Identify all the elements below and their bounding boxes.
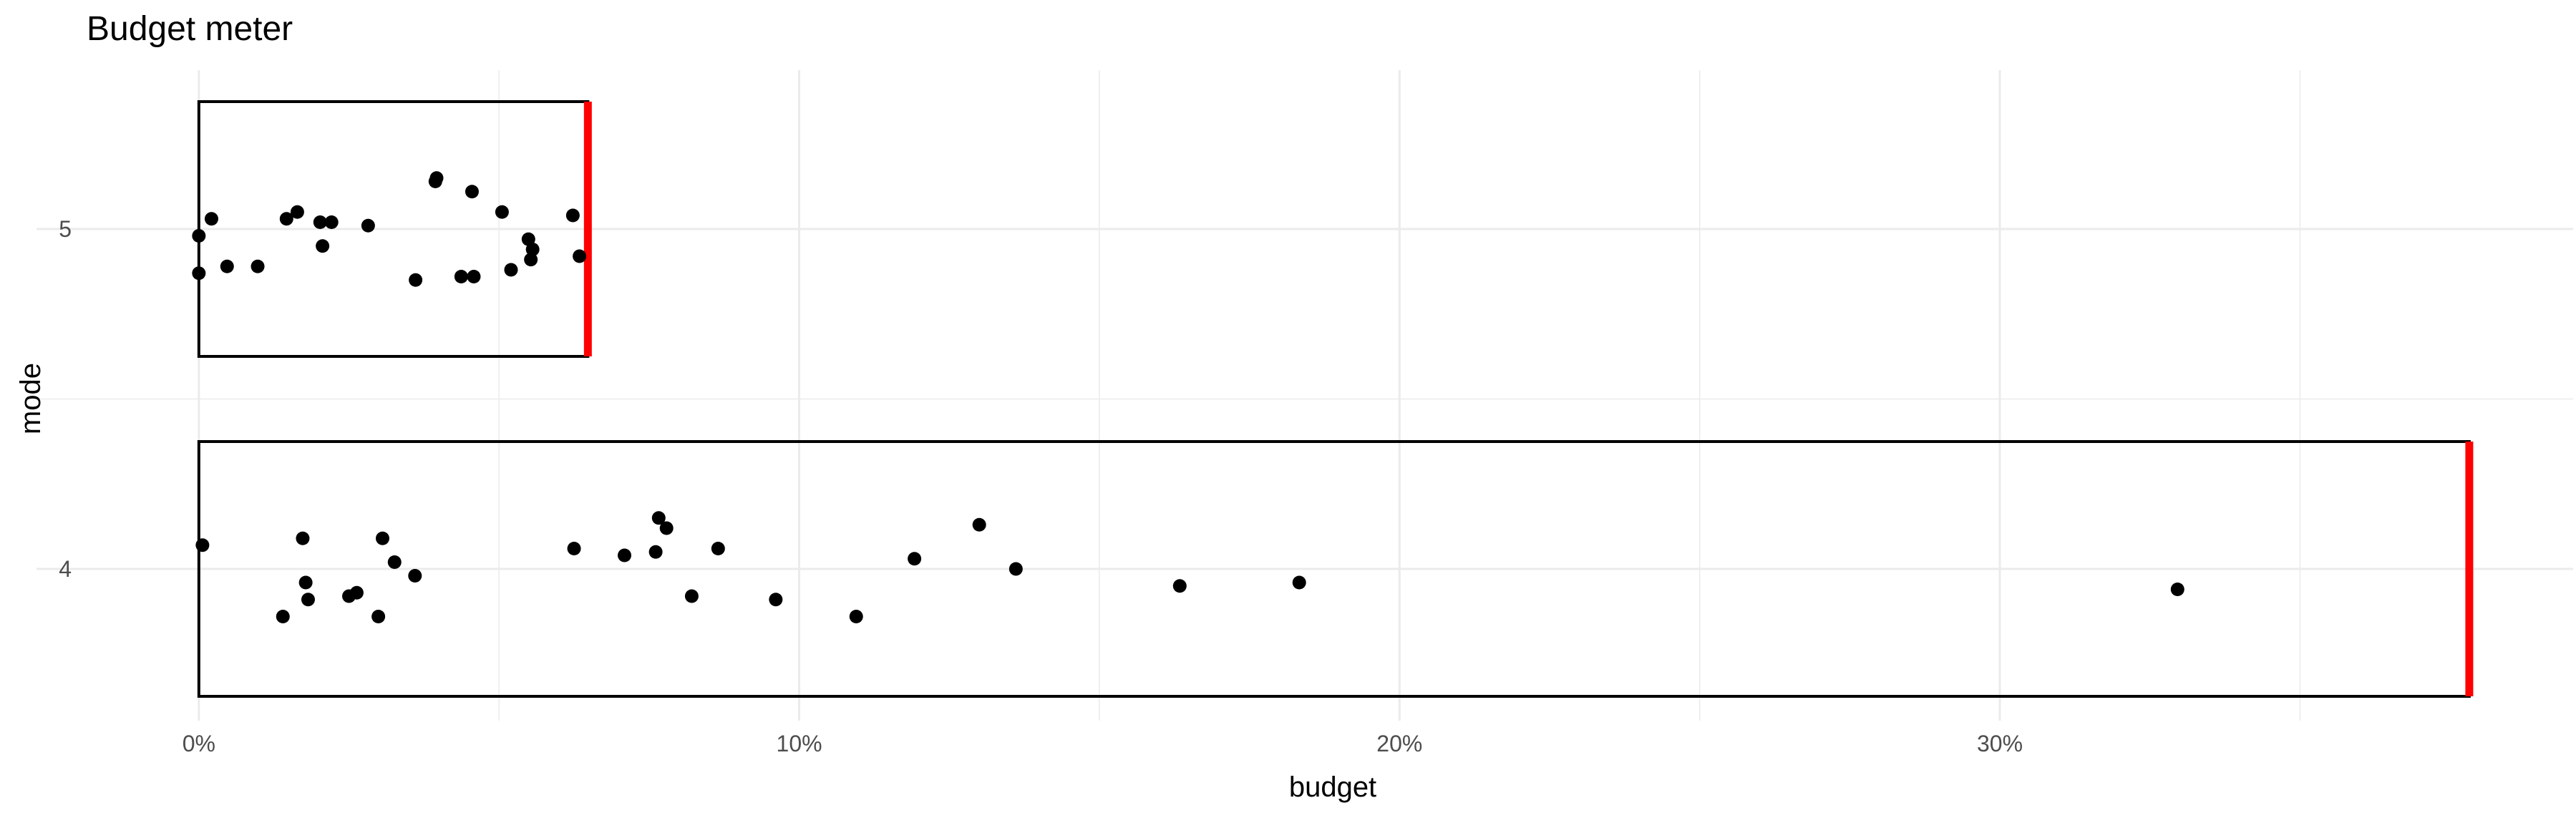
data-point-mode-4: [659, 521, 674, 535]
chart-title: Budget meter: [87, 10, 293, 48]
data-points: [192, 171, 2184, 623]
data-point-mode-4: [648, 545, 663, 559]
data-point-mode-4: [375, 531, 389, 545]
data-point-mode-4: [408, 569, 422, 583]
data-point-mode-4: [1008, 562, 1023, 576]
x-tick-label: 30%: [1977, 731, 2023, 756]
y-tick-labels: 45: [59, 216, 72, 582]
data-point-mode-4: [651, 511, 666, 525]
data-point-mode-5: [429, 171, 444, 185]
data-point-mode-5: [409, 273, 423, 287]
data-point-mode-4: [195, 538, 210, 552]
data-point-mode-5: [220, 259, 234, 273]
y-axis-label: mode: [15, 363, 47, 434]
data-point-mode-5: [313, 215, 327, 229]
data-point-mode-5: [565, 208, 580, 223]
data-point-mode-4: [301, 593, 315, 607]
y-tick-label: 4: [59, 556, 72, 582]
data-point-mode-4: [684, 589, 699, 603]
data-point-mode-5: [361, 218, 375, 233]
data-point-mode-5: [316, 239, 330, 253]
data-point-mode-5: [521, 232, 535, 246]
data-point-mode-4: [296, 531, 310, 545]
data-point-mode-5: [279, 212, 293, 226]
data-point-mode-5: [524, 253, 538, 267]
data-point-mode-5: [573, 249, 587, 263]
data-point-mode-5: [504, 263, 518, 277]
data-point-mode-5: [465, 185, 479, 199]
data-point-mode-4: [371, 610, 386, 623]
data-point-mode-5: [495, 205, 509, 219]
data-point-mode-5: [324, 215, 339, 229]
data-point-mode-5: [467, 270, 481, 283]
data-point-mode-4: [2170, 583, 2184, 596]
data-point-mode-4: [617, 548, 631, 563]
data-point-mode-5: [251, 259, 265, 273]
x-axis-label: budget: [1289, 771, 1376, 803]
data-point-mode-5: [192, 266, 206, 281]
data-point-mode-5: [204, 212, 218, 226]
x-tick-label: 20%: [1376, 731, 1422, 756]
data-point-mode-5: [525, 243, 540, 256]
y-tick-label: 5: [59, 216, 72, 242]
data-point-mode-5: [454, 270, 468, 283]
x-tick-label: 10%: [777, 731, 822, 756]
data-point-mode-4: [972, 517, 986, 532]
data-point-mode-5: [290, 205, 304, 219]
data-point-mode-4: [387, 555, 402, 569]
data-point-mode-4: [349, 585, 364, 600]
data-point-mode-4: [711, 542, 725, 555]
x-tick-labels: 0% 10% 20% 30%: [183, 731, 2023, 756]
data-point-mode-4: [276, 610, 290, 623]
data-point-mode-4: [908, 552, 922, 566]
data-point-mode-4: [298, 575, 313, 590]
data-point-mode-4: [849, 610, 863, 623]
data-point-mode-4: [1292, 575, 1306, 590]
data-point-mode-5: [192, 229, 206, 243]
data-point-mode-4: [567, 542, 581, 555]
data-point-mode-4: [1172, 579, 1187, 593]
data-point-mode-4: [769, 593, 783, 607]
x-tick-label: 0%: [183, 731, 215, 756]
